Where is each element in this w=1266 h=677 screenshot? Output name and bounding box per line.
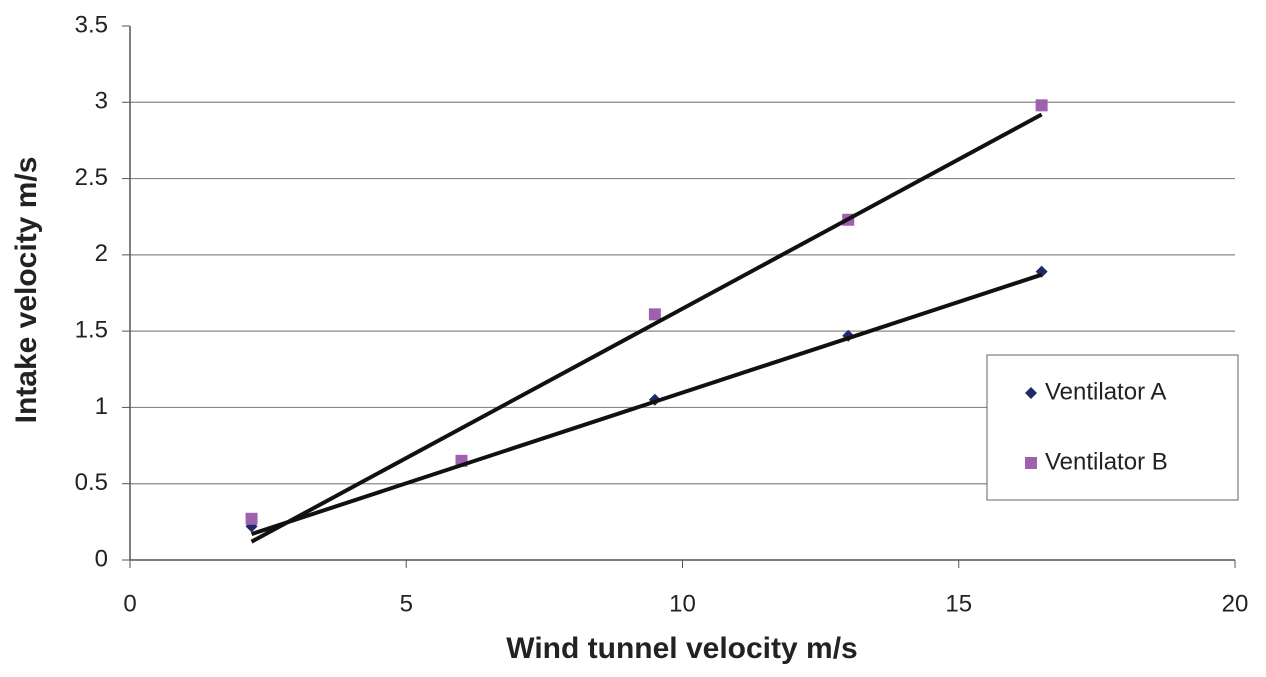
y-axis-title: Intake velocity m/s <box>10 157 43 424</box>
legend-marker <box>1025 457 1037 469</box>
x-tick-label: 15 <box>945 590 972 617</box>
legend-label: Ventilator B <box>1045 448 1168 475</box>
x-tick-label: 0 <box>123 590 136 617</box>
data-point <box>1035 99 1048 112</box>
x-axis-title: Wind tunnel velocity m/s <box>506 632 857 665</box>
y-tick-label: 2 <box>95 240 108 267</box>
y-tick-label: 3 <box>95 88 108 115</box>
trendline <box>250 272 1043 536</box>
x-tick-label: 10 <box>669 590 696 617</box>
y-tick-label: 0 <box>95 545 108 572</box>
x-tick-label: 20 <box>1222 590 1249 617</box>
data-point <box>245 512 258 525</box>
legend-box <box>986 354 1239 501</box>
data-point <box>648 308 661 321</box>
y-tick-label: 2.5 <box>75 164 108 191</box>
x-tick-label: 5 <box>400 590 413 617</box>
trendline <box>250 112 1043 544</box>
y-tick-label: 0.5 <box>75 469 108 496</box>
legend-label: Ventilator A <box>1045 378 1166 405</box>
y-tick-label: 3.5 <box>75 11 108 38</box>
legend-marker <box>1025 387 1037 399</box>
y-tick-label: 1.5 <box>75 316 108 343</box>
y-tick-label: 1 <box>95 393 108 420</box>
